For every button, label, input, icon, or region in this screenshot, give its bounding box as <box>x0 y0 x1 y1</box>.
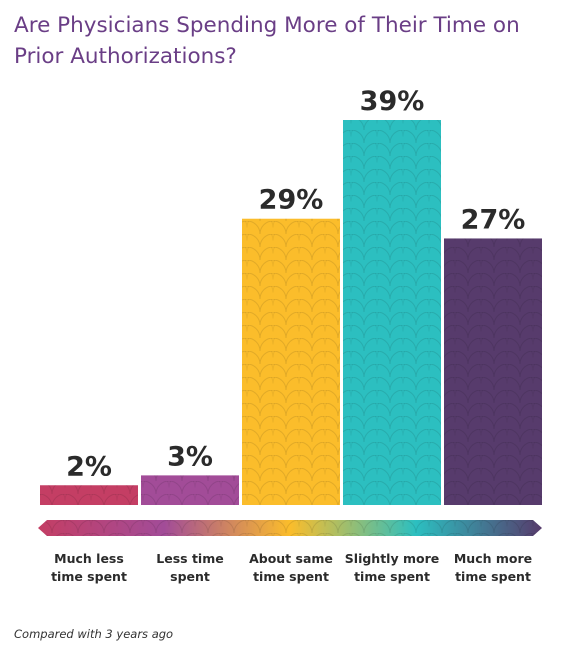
chart-title: Are Physicians Spending More of Their Ti… <box>14 13 520 69</box>
bar-texture-1 <box>141 475 239 505</box>
data-label-2: 29% <box>259 185 324 216</box>
x-tick-label-2: About same time spent <box>249 551 333 584</box>
gradient-axis-texture <box>38 520 542 536</box>
bar-texture-4 <box>444 238 542 505</box>
x-tick-label-0: Much less time spent <box>51 551 127 584</box>
data-label-4: 27% <box>461 204 526 235</box>
footnote: Compared with 3 years ago <box>14 627 174 641</box>
bar-chart: 2% Much less time spent 3% Less time spent 29%… <box>38 86 542 584</box>
data-label-1: 3% <box>167 441 213 472</box>
data-label-3: 39% <box>360 86 425 117</box>
bar-texture-3 <box>343 120 441 505</box>
x-tick-label-1: Less time spent <box>156 551 223 584</box>
data-label-0: 2% <box>66 451 112 482</box>
bar-texture-0 <box>40 485 138 505</box>
x-tick-label-4: Much more time spent <box>454 551 532 584</box>
bar-texture-2 <box>242 218 340 505</box>
x-tick-label-3: Slightly more time spent <box>345 551 439 584</box>
